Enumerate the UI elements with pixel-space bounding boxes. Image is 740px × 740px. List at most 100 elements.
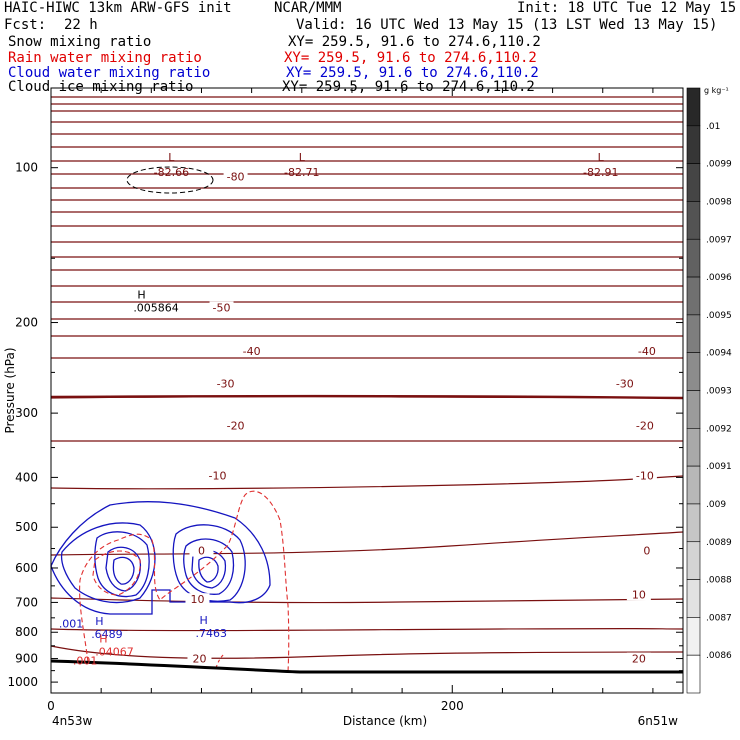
colorbar-swatch [686,163,701,202]
colorbar-label: .01 [706,122,720,132]
isotherm-label: -20 [636,419,654,432]
field-cloud-water-name: Cloud water mixing ratio [8,65,211,81]
isotherm-line [50,627,684,632]
colorbar-label: .009 [706,500,726,510]
isotherm-label-bg [634,344,659,357]
y-tick-label: 700 [15,595,38,609]
isotherm-line [50,531,684,556]
y-tick-label: 500 [15,520,38,534]
high-marker-label: H [95,615,103,628]
high-value-label: .04067 [95,646,134,659]
colorbar-label: .0094 [706,349,732,359]
isotherm-label-bg [185,593,210,606]
y-tick-label: 100 [15,161,38,175]
isotherm-label-bg [612,377,637,390]
colorbar-swatch [686,314,701,353]
rain-water-contour [92,550,141,596]
high-marker-label: H [200,614,208,627]
colorbar-label: .0087 [706,613,732,623]
isotherm-label-bg [239,344,264,357]
isotherm-label-bg [213,377,238,390]
isotherm-label: 0 [643,545,650,558]
isotherm-label: 10 [632,588,646,601]
cloud-water-contour [94,531,150,598]
isotherm-label-bg [626,652,651,665]
colorbar-unit: g kg⁻¹ [704,86,729,95]
low-marker-label: L [598,151,605,164]
colorbar-label: .0089 [706,538,732,548]
y-tick-label: 200 [15,316,38,330]
isotherm-label: -10 [209,470,227,483]
y-tick-label: 600 [15,561,38,575]
low-marker-label: L [168,151,175,164]
colorbar-swatch [686,125,701,164]
low-value-label: -82.66 [154,166,189,179]
field-cloud-water-xy: XY= 259.5, 91.6 to 274.6,110.2 [286,65,539,81]
high-value-label: .6489 [91,628,123,641]
rain-water-contour [79,490,290,673]
colorbar-swatch [686,617,701,656]
colorbar-swatch [686,276,701,316]
fcst-value: 22 h [64,17,98,33]
init-time: Init: 18 UTC Tue 12 May 15 [517,0,737,16]
isotherm-label-bg [187,652,212,665]
high-value-label: .005864 [133,302,179,315]
low-value-label: -82.91 [583,166,618,179]
isotherm-label: 0 [198,545,205,558]
field-snow-name: Snow mixing ratio [8,34,152,50]
isotherm-label-bg [632,469,657,482]
isotherm-label: -10 [636,470,654,483]
x-axis-label: Distance (km) [343,714,427,728]
cloud-water-contour [172,524,246,602]
colorbar-swatch [686,428,701,467]
colorbar-label: .0096 [706,273,732,283]
freezing-level-line [50,394,684,400]
cloud-water-contour [198,556,219,583]
y-tick-label: 400 [15,470,38,484]
isotherm-label-bg [189,544,214,557]
cloud-water-contour [112,556,135,585]
model-title: HAIC-HIWC 13km ARW-GFS init [4,0,232,16]
right-endpoint-label: 6n51w [638,714,679,728]
isotherm-label: -80 [227,170,245,183]
colorbar-label: .0088 [706,576,732,586]
isotherm-label-bg [626,588,651,601]
field-rain-name: Rain water mixing ratio [8,50,202,66]
valid-time: Valid: 16 UTC Wed 13 May 15 (13 LST Wed … [296,17,718,33]
high-marker-label: H [99,633,107,646]
colorbar-swatch [686,352,701,391]
colorbar-label: .0086 [706,651,732,661]
isotherm-label-bg [209,301,234,314]
x-tick-label: 0 [47,699,55,713]
colorbar-label: .0093 [706,387,732,397]
colorbar-swatch [686,503,701,543]
colorbar-swatch [686,541,701,580]
colorbar-label: .0092 [706,424,732,434]
y-tick-label: 900 [15,652,38,666]
isotherm-label-bg [223,419,248,432]
x-tick-label: 200 [441,699,464,713]
cloud-water-contour [60,522,156,604]
ground-surface-line [50,659,683,674]
isotherm-label: -50 [213,302,231,315]
colorbar-label: .0091 [706,462,732,472]
isotherm-line [50,440,684,443]
low-value-label: -82.71 [284,166,319,179]
colorbar-label: .0098 [706,197,732,207]
colorbar-label: .0097 [706,235,732,245]
high-value-label: .7463 [196,627,228,640]
cloud-water-contour [183,538,235,595]
y-axis-label: Pressure (hPa) [3,347,17,433]
isotherm-label-bg [205,469,230,482]
isotherm-line [50,597,684,604]
isotherm-label: -40 [243,345,261,358]
field-ice-name: Cloud ice mixing ratio [8,79,194,95]
contour-label: .001 [59,617,84,630]
y-tick-label: 1000 [7,675,38,689]
rain-water-contour [215,653,225,669]
plot-frame [50,87,684,694]
contour-label: .001 [73,655,98,668]
isotherm-label: -40 [638,345,656,358]
field-ice-xy: XY= 259.5, 91.6 to 274.6,110.2 [282,79,535,95]
